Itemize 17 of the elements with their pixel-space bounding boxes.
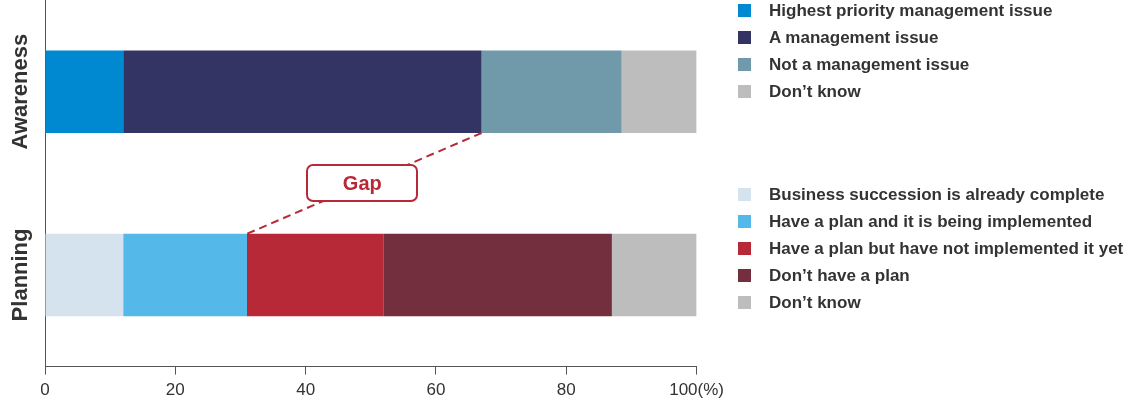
x-tick-label: 60 bbox=[426, 380, 446, 400]
x-tick-label: 100(%) bbox=[669, 380, 725, 400]
x-tick-label: 0 bbox=[40, 380, 50, 400]
legend-label: Business succession is already complete bbox=[769, 184, 1105, 206]
legend-label: A management issue bbox=[769, 27, 939, 49]
legend-label: Have a plan and it is being implemented bbox=[769, 211, 1093, 233]
x-tick-label: 40 bbox=[296, 380, 316, 400]
legend-label: Don’t have a plan bbox=[769, 265, 910, 287]
x-tick-label: 80 bbox=[556, 380, 576, 400]
legend-label: Don’t know bbox=[769, 81, 861, 103]
legend-label: Highest priority management issue bbox=[769, 0, 1053, 22]
y-tick-label: Awareness bbox=[7, 33, 33, 150]
x-tick-label: 20 bbox=[165, 380, 185, 400]
legend-label: Have a plan but have not implemented it yet bbox=[769, 238, 1124, 260]
legend-label: Not a management issue bbox=[769, 54, 970, 76]
y-tick-label: Planning bbox=[7, 228, 33, 322]
legend-label: Don’t know bbox=[769, 292, 861, 314]
